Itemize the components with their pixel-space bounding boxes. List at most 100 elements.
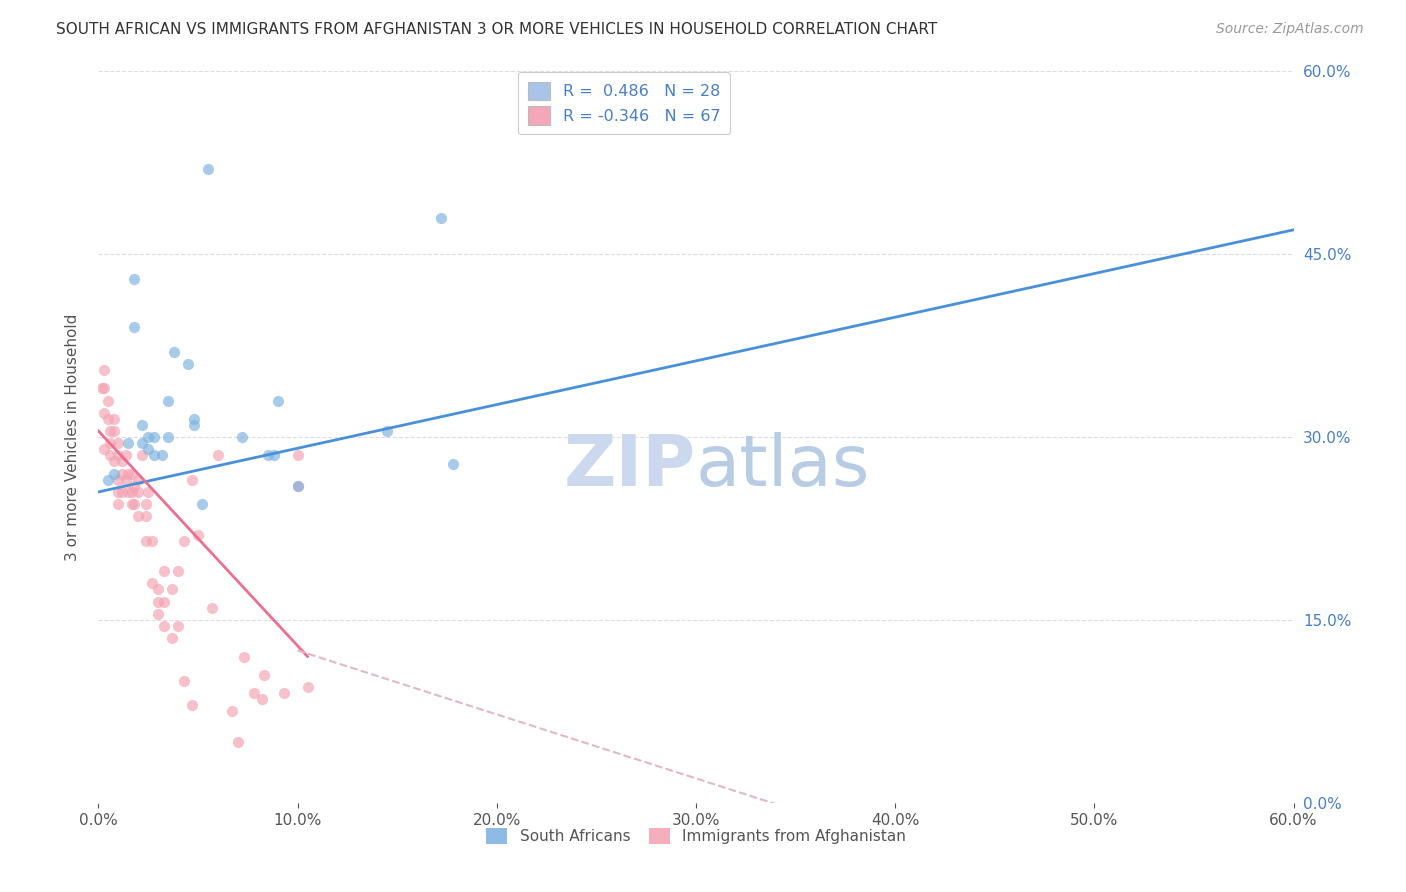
Point <box>430 211 453 225</box>
Point <box>226 735 249 749</box>
Point <box>97 473 120 487</box>
Text: ZIP: ZIP <box>564 432 696 500</box>
Point <box>231 430 253 444</box>
Point <box>97 393 120 408</box>
Point <box>187 527 209 541</box>
Point <box>287 448 309 462</box>
Point <box>107 497 129 511</box>
Point <box>103 454 125 468</box>
Point <box>117 467 139 481</box>
Point <box>207 448 229 462</box>
Point <box>111 467 134 481</box>
Point <box>375 424 398 438</box>
Point <box>107 448 129 462</box>
Point <box>98 424 122 438</box>
Point <box>263 448 285 462</box>
Point <box>177 357 200 371</box>
Point <box>183 417 205 432</box>
Point <box>98 448 122 462</box>
Point <box>181 473 204 487</box>
Point <box>150 448 173 462</box>
Text: SOUTH AFRICAN VS IMMIGRANTS FROM AFGHANISTAN 3 OR MORE VEHICLES IN HOUSEHOLD COR: SOUTH AFRICAN VS IMMIGRANTS FROM AFGHANI… <box>56 22 938 37</box>
Point <box>127 485 149 500</box>
Point <box>93 442 115 457</box>
Point <box>287 479 309 493</box>
Point <box>115 448 138 462</box>
Point <box>221 705 243 719</box>
Point <box>121 497 143 511</box>
Point <box>267 393 290 408</box>
Point <box>157 430 180 444</box>
Point <box>183 412 205 426</box>
Point <box>181 698 204 713</box>
Point <box>253 667 276 681</box>
Point <box>107 485 129 500</box>
Text: Source: ZipAtlas.com: Source: ZipAtlas.com <box>1216 22 1364 37</box>
Point <box>157 393 180 408</box>
Point <box>93 406 115 420</box>
Point <box>103 467 125 481</box>
Point <box>197 161 219 176</box>
Point <box>107 436 129 450</box>
Point <box>136 485 159 500</box>
Point <box>148 594 170 608</box>
Point <box>141 576 163 591</box>
Point <box>124 271 146 285</box>
Point <box>153 619 176 633</box>
Point <box>250 692 273 706</box>
Point <box>201 600 224 615</box>
Point <box>143 430 166 444</box>
Point <box>121 467 143 481</box>
Point <box>124 320 146 334</box>
Point <box>136 430 159 444</box>
Point <box>135 509 157 524</box>
Point <box>103 424 125 438</box>
Point <box>173 673 195 688</box>
Point <box>103 412 125 426</box>
Point <box>167 564 190 578</box>
Point <box>297 680 319 694</box>
Point <box>153 564 176 578</box>
Point <box>93 363 115 377</box>
Point <box>256 448 278 462</box>
Point <box>127 509 149 524</box>
Point <box>167 619 190 633</box>
Point <box>135 533 157 548</box>
Point <box>115 473 138 487</box>
Text: atlas: atlas <box>696 432 870 500</box>
Point <box>141 533 163 548</box>
Point <box>131 436 153 450</box>
Y-axis label: 3 or more Vehicles in Household: 3 or more Vehicles in Household <box>65 313 80 561</box>
Point <box>153 594 176 608</box>
Point <box>127 473 149 487</box>
Point <box>243 686 266 700</box>
Point <box>287 479 309 493</box>
Legend: South Africans, Immigrants from Afghanistan: South Africans, Immigrants from Afghanis… <box>479 822 912 850</box>
Point <box>97 412 120 426</box>
Point <box>93 381 115 395</box>
Point <box>124 479 146 493</box>
Point <box>98 436 122 450</box>
Point <box>107 473 129 487</box>
Point <box>117 436 139 450</box>
Point <box>136 442 159 457</box>
Point <box>273 686 295 700</box>
Point <box>131 417 153 432</box>
Point <box>173 533 195 548</box>
Point <box>191 497 214 511</box>
Point <box>148 607 170 621</box>
Point <box>163 344 186 359</box>
Point <box>160 582 183 597</box>
Point <box>232 649 254 664</box>
Point <box>111 485 134 500</box>
Point <box>135 497 157 511</box>
Point <box>441 457 464 471</box>
Point <box>111 454 134 468</box>
Point <box>143 448 166 462</box>
Point <box>148 582 170 597</box>
Point <box>131 448 153 462</box>
Point <box>160 632 183 646</box>
Point <box>124 497 146 511</box>
Point <box>121 485 143 500</box>
Point <box>117 485 139 500</box>
